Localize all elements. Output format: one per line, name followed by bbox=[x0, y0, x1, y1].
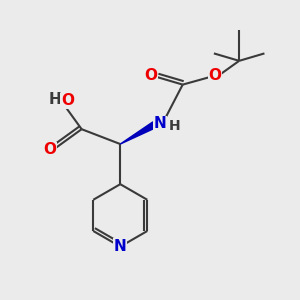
Text: O: O bbox=[61, 94, 74, 109]
Text: O: O bbox=[208, 68, 221, 83]
Text: H: H bbox=[49, 92, 61, 107]
Polygon shape bbox=[120, 122, 156, 144]
Text: O: O bbox=[144, 68, 158, 83]
Text: H: H bbox=[169, 119, 181, 133]
Text: O: O bbox=[43, 142, 56, 158]
Text: N: N bbox=[114, 239, 127, 254]
Text: N: N bbox=[153, 116, 166, 131]
